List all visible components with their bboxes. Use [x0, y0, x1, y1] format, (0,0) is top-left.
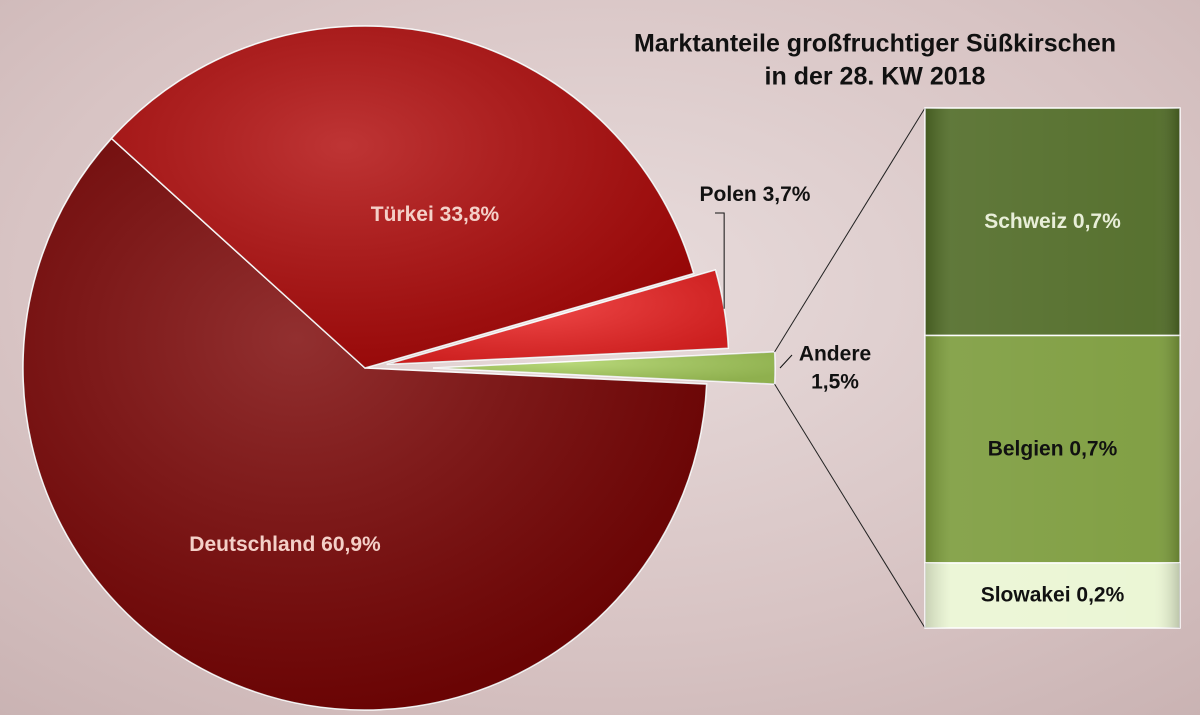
label-category: Deutschland: [189, 533, 315, 556]
segment-bevel: [925, 108, 1180, 336]
label-value: 0,7%: [1073, 209, 1121, 232]
label-category: Türkei: [371, 203, 434, 226]
data-label: Polen 3,7%: [700, 183, 811, 206]
chart-title: Marktanteile großfruchtiger Süßkirschen: [634, 30, 1116, 58]
label-value: 0,7%: [1069, 437, 1117, 460]
label-category: Belgien: [988, 437, 1064, 460]
label-value: 0,2%: [1076, 583, 1124, 606]
data-label: 1,5%: [811, 371, 859, 394]
chart-title: in der 28. KW 2018: [765, 63, 986, 91]
data-label: Slowakei 0,2%: [981, 583, 1125, 606]
data-label: Schweiz 0,7%: [984, 209, 1121, 232]
label-category: Polen: [700, 183, 757, 206]
data-label: Andere: [799, 343, 871, 366]
slice-shine: [23, 138, 707, 710]
segment-bevel: [925, 335, 1180, 563]
label-category: Schweiz: [984, 209, 1067, 232]
label-category: Slowakei: [981, 583, 1071, 606]
label-value: 3,7%: [763, 183, 811, 206]
connector-line: [774, 383, 926, 629]
slice-shine: [386, 269, 729, 365]
segment-bevel: [925, 563, 1180, 628]
connector-line: [774, 107, 926, 353]
data-label: Türkei 33,8%: [371, 203, 500, 226]
slice-shine: [111, 25, 694, 368]
slice-shine: [433, 351, 775, 385]
label-value: 60,9%: [321, 533, 381, 556]
data-label: Belgien 0,7%: [988, 437, 1118, 460]
data-label: Deutschland 60,9%: [189, 533, 381, 556]
leader-line: [715, 212, 725, 309]
leader-line: [779, 354, 793, 369]
label-value: 33,8%: [440, 203, 500, 226]
